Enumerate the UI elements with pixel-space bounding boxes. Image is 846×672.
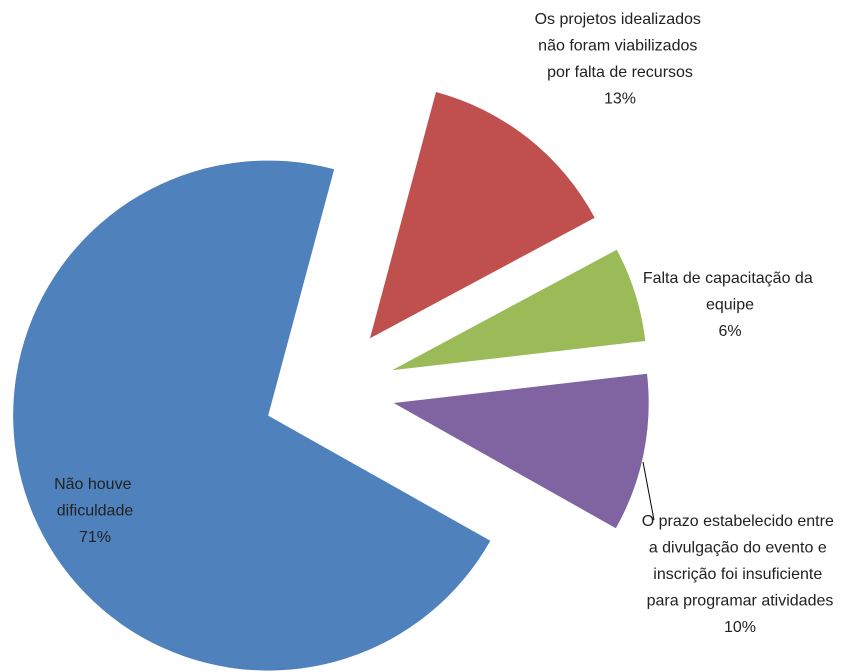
label-line: dificuldade: [57, 503, 134, 520]
value-label: 13%: [604, 91, 636, 108]
slice-label: Falta de capacitação da equipe: [643, 270, 817, 314]
value-label: 6%: [718, 323, 741, 340]
label-line: equipe: [706, 297, 754, 314]
label-line: para programar atividades: [647, 593, 834, 610]
value-label: 71%: [79, 529, 111, 546]
pie-slice: [369, 91, 595, 339]
label-line: Os projetos idealizados: [535, 11, 706, 28]
label-line: a divulgação do evento e: [649, 540, 831, 557]
label-line: Não houve: [54, 476, 136, 493]
label-line: não foram viabilizados: [538, 38, 702, 55]
value-label: 10%: [724, 619, 756, 636]
label-line: Falta de capacitação da: [643, 270, 817, 287]
slice-label: Não houve dificuldade: [54, 476, 136, 520]
pie-slice: [393, 373, 649, 529]
label-line: por falta de recursos: [547, 64, 693, 81]
pie-slice: [13, 160, 491, 671]
label-line: inscrição foi insuficiente: [653, 566, 826, 583]
pie-slice: [391, 249, 646, 371]
leader-line: [642, 461, 655, 521]
slice-label: Os projetos idealizados não foram viabil…: [535, 11, 706, 81]
label-line: O prazo estabelecido entre: [642, 513, 839, 530]
slice-label: O prazo estabelecido entre a divulgação …: [642, 513, 839, 610]
